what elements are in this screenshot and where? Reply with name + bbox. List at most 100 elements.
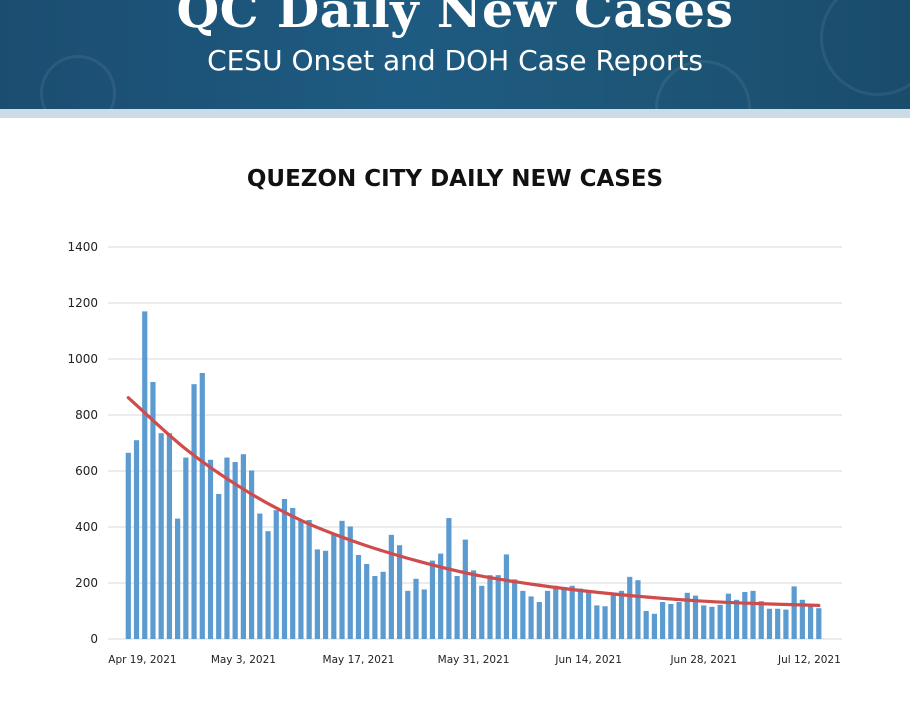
data-bar (725, 593, 731, 639)
data-bar (339, 520, 345, 639)
data-bar (413, 578, 419, 639)
data-bar (684, 592, 690, 639)
data-bar (224, 457, 230, 639)
data-bar (462, 539, 468, 639)
data-bar (766, 608, 773, 639)
data-bar (355, 555, 362, 639)
data-bar (265, 531, 271, 639)
data-bar (183, 457, 189, 639)
data-bar (150, 381, 156, 639)
data-bar (191, 384, 197, 639)
y-tick-label: 1200 (67, 296, 98, 310)
data-bar (676, 602, 682, 639)
y-tick-label: 400 (75, 520, 98, 534)
data-bar (331, 534, 337, 639)
data-bar (586, 590, 592, 639)
data-bar (733, 599, 740, 639)
data-bar (717, 604, 723, 639)
data-bar (396, 545, 403, 639)
data-bar (660, 602, 666, 639)
data-bar (257, 513, 263, 639)
y-tick-label: 0 (90, 632, 98, 646)
x-tick-label: May 17, 2021 (323, 654, 395, 666)
x-tick-label: May 31, 2021 (438, 654, 510, 666)
virus-decoration (820, 0, 910, 96)
data-bar (158, 433, 164, 639)
data-bar (175, 518, 181, 639)
data-bar (232, 462, 238, 639)
data-bar (429, 560, 436, 639)
data-bar (594, 605, 600, 639)
x-tick-label: Jun 14, 2021 (554, 654, 622, 666)
banner-subtitle: CESU Onset and DOH Case Reports (207, 44, 703, 77)
data-bar (520, 590, 526, 639)
data-bar (487, 575, 493, 639)
data-bar (438, 553, 444, 639)
data-bar (544, 590, 551, 639)
banner-divider (0, 109, 910, 118)
x-tick-label: May 3, 2021 (211, 654, 276, 666)
data-bar (602, 606, 608, 639)
data-bar (290, 507, 296, 639)
data-bar (372, 576, 378, 639)
data-bar (553, 585, 559, 639)
virus-decoration (40, 55, 116, 109)
data-bar (577, 588, 584, 639)
data-bar (512, 579, 518, 639)
data-bar (133, 440, 140, 639)
data-bar (199, 373, 205, 639)
data-bar (627, 576, 633, 639)
data-bar (799, 599, 805, 639)
chart-title: QUEZON CITY DAILY NEW CASES (246, 166, 664, 192)
data-bar (701, 605, 707, 639)
data-bar (347, 526, 353, 639)
data-bar (142, 311, 148, 639)
data-bar (273, 510, 279, 639)
y-tick-label: 1000 (67, 352, 98, 366)
data-bar (528, 596, 534, 639)
data-bar (166, 433, 173, 639)
data-bar (421, 589, 427, 639)
data-bar (816, 608, 822, 639)
data-bar (651, 613, 657, 639)
data-bar (692, 595, 699, 639)
data-bar (618, 590, 625, 639)
data-bar (742, 591, 748, 639)
data-bar (479, 585, 485, 639)
y-tick-label: 200 (75, 576, 98, 590)
data-bar (758, 601, 764, 639)
data-bar (635, 580, 641, 639)
data-bar (495, 575, 501, 639)
data-bar (643, 611, 649, 639)
banner-title: QC Daily New Cases (176, 0, 734, 39)
data-bar (380, 571, 386, 639)
data-bar (281, 499, 288, 639)
data-bar (405, 590, 411, 639)
x-tick-label: Jun 28, 2021 (669, 654, 737, 666)
data-bar (569, 585, 575, 639)
data-bar (807, 604, 814, 639)
x-tick-label: Jul 12, 2021 (777, 654, 841, 666)
y-tick-label: 1400 (67, 240, 98, 254)
data-bar (306, 520, 312, 639)
header-banner: QC Daily New Cases CESU Onset and DOH Ca… (0, 0, 910, 109)
data-bar (470, 570, 477, 639)
data-bar (561, 587, 567, 639)
data-bar (783, 609, 789, 639)
data-bar (322, 550, 329, 639)
data-bar (240, 454, 246, 639)
y-tick-label: 600 (75, 464, 98, 478)
data-bar (610, 592, 616, 639)
data-bar (364, 563, 370, 639)
data-bar (298, 520, 304, 639)
data-bar (388, 534, 394, 639)
data-bar (536, 602, 542, 639)
data-bar (709, 606, 715, 639)
trend-line (126, 396, 821, 607)
data-bar (207, 459, 214, 639)
data-bar (791, 586, 797, 639)
data-bar (446, 518, 452, 639)
data-bar (750, 590, 756, 639)
data-bar (249, 470, 255, 639)
